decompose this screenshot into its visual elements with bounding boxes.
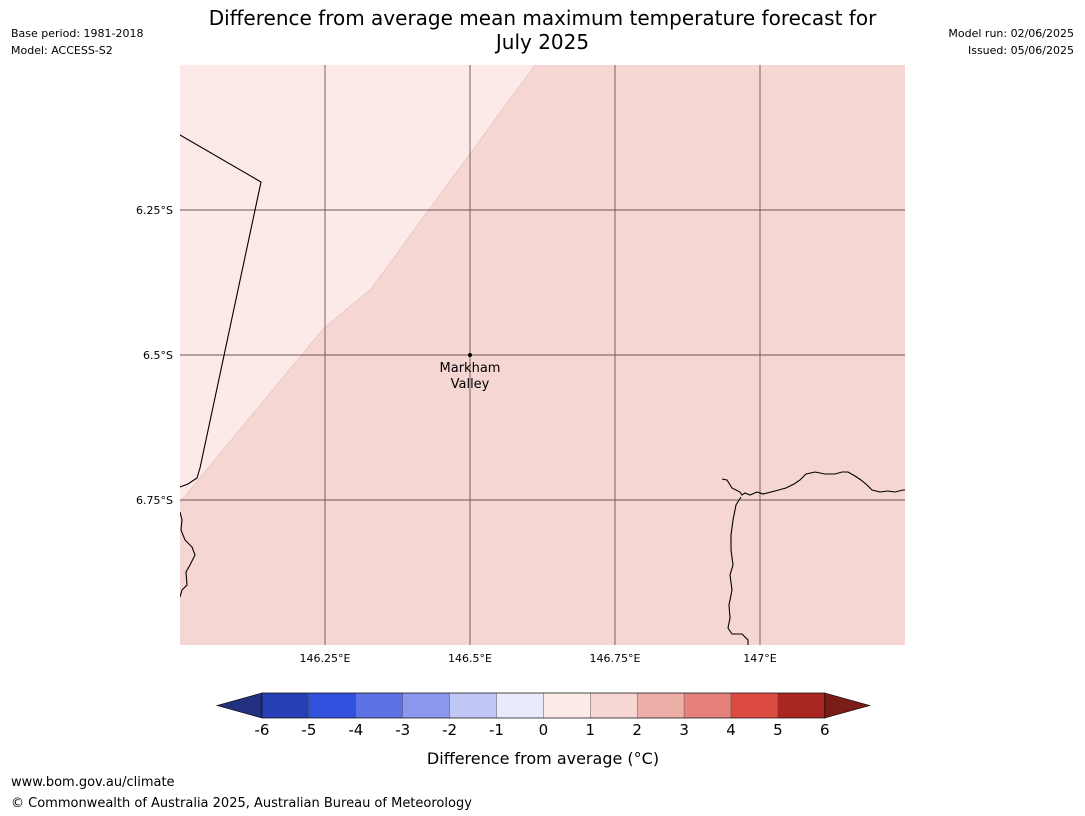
issued-date: Issued: 05/06/2025 [967, 44, 1074, 57]
lon-label: 147°E [743, 652, 776, 665]
colorbar-tick-label: -3 [395, 721, 410, 739]
colorbar-segment [449, 692, 497, 719]
border-line [180, 134, 262, 488]
model-run: Model run: 02/06/2025 [948, 27, 1074, 40]
colorbar-label: Difference from average (°C) [427, 749, 659, 768]
title-line-1: Difference from average mean maximum tem… [208, 6, 877, 30]
place-label-line-2: Valley [451, 377, 490, 392]
lon-label: 146.75°E [590, 652, 641, 665]
colorbar-outline [261, 692, 826, 719]
colorbar-tick-label: -6 [255, 721, 270, 739]
colorbar-tick-label: 6 [820, 721, 830, 739]
forecast-map: Markham Valley 6.25°S 6.5°S 6.75°S 146.2… [136, 65, 905, 665]
colorbar-segment [637, 692, 685, 719]
anomaly-region-0-to-1 [180, 65, 535, 502]
contour-line [180, 65, 536, 503]
colorbar-tick-label: 0 [539, 721, 549, 739]
colorbar-segment [261, 692, 310, 719]
colorbar-tick-label: 4 [726, 721, 736, 739]
place-marker: Markham Valley [440, 353, 501, 392]
latitude-labels: 6.25°S 6.5°S 6.75°S [136, 204, 173, 507]
colorbar-ticks: -6 -5 -4 -3 -2 -1 0 1 2 3 4 5 6 [255, 721, 830, 739]
metadata-right: Model run: 02/06/2025 Issued: 05/06/2025 [948, 25, 1074, 59]
colorbar-tick-label: 3 [679, 721, 689, 739]
lon-label: 146.25°E [300, 652, 351, 665]
colorbar-tick-label: -4 [348, 721, 363, 739]
colorbar-segment [683, 692, 732, 719]
colorbar-tick-label: 2 [632, 721, 642, 739]
lat-label: 6.5°S [143, 349, 173, 362]
graticule [180, 65, 905, 645]
colorbar-segment [496, 692, 544, 719]
colorbar-tick-label: 1 [586, 721, 596, 739]
colorbar-segment [777, 692, 826, 719]
colorbar-segment [590, 692, 638, 719]
colorbar-tick-label: -5 [301, 721, 316, 739]
metadata-left: Base period: 1981-2018 Model: ACCESS-S2 [11, 25, 143, 59]
colorbar-segment [543, 692, 591, 719]
coastline-southeast [721, 471, 905, 496]
colorbar-extend-low [215, 692, 263, 719]
colorbar-tick-label: -2 [442, 721, 457, 739]
colorbar-segment [730, 692, 779, 719]
lat-label: 6.75°S [136, 494, 173, 507]
longitude-labels: 146.25°E 146.5°E 146.75°E 147°E [300, 652, 777, 665]
map-title: Difference from average mean maximum tem… [180, 6, 905, 54]
colorbar-extend-high [824, 692, 871, 719]
lat-label: 6.25°S [136, 204, 173, 217]
colorbar-segment [355, 692, 403, 719]
colorbar-segment [308, 692, 356, 719]
footer-url: www.bom.gov.au/climate [11, 775, 175, 790]
title-line-2: July 2025 [495, 30, 590, 54]
base-period: Base period: 1981-2018 [11, 27, 144, 40]
footer-copyright: © Commonwealth of Australia 2025, Austra… [11, 796, 472, 811]
coastlines-borders [180, 134, 905, 645]
colorbar-segments [215, 692, 871, 719]
coastline-west [180, 511, 196, 598]
place-label-line-1: Markham [440, 361, 501, 376]
model-name: Model: ACCESS-S2 [11, 44, 113, 57]
colorbar-tick-label: -1 [489, 721, 504, 739]
lon-label: 146.5°E [448, 652, 492, 665]
coastline-river [727, 496, 749, 645]
colorbar-segment [402, 692, 450, 719]
markham-valley-point [468, 353, 472, 357]
colorbar-tick-label: 5 [773, 721, 783, 739]
